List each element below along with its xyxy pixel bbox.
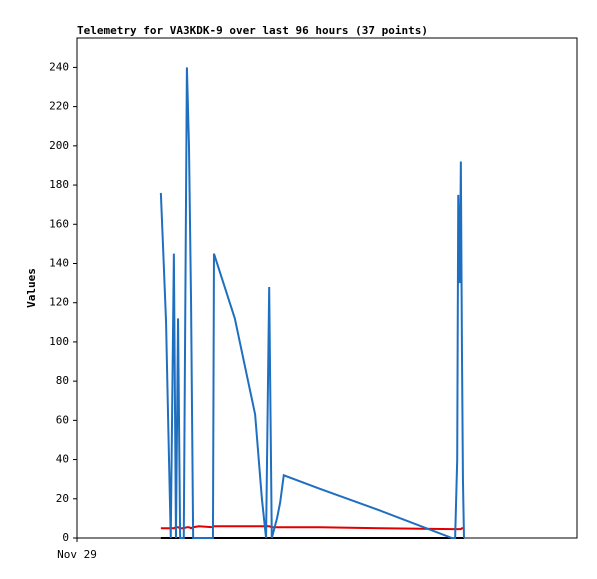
- y-tick-label: 60: [56, 413, 69, 426]
- y-tick-label: 220: [49, 100, 69, 113]
- y-tick-label: 40: [56, 453, 69, 466]
- y-tick-label: 160: [49, 217, 69, 230]
- y-tick-label: 200: [49, 139, 69, 152]
- plot-area: [76, 37, 578, 539]
- y-tick-label: 100: [49, 335, 69, 348]
- y-tick-label: 140: [49, 256, 69, 269]
- y-tick-label: 80: [56, 374, 69, 387]
- y-axis-label: Values: [25, 268, 38, 308]
- y-tick-label: 0: [62, 531, 69, 544]
- y-tick-label: 180: [49, 178, 69, 191]
- series-line: [159, 67, 465, 539]
- y-tick-label: 240: [49, 60, 69, 73]
- chart-title: Telemetry for VA3KDK-9 over last 96 hour…: [77, 24, 428, 37]
- y-tick-label: 120: [49, 296, 69, 309]
- x-tick-label: Nov 29: [57, 548, 97, 561]
- y-tick-label: 20: [56, 492, 69, 505]
